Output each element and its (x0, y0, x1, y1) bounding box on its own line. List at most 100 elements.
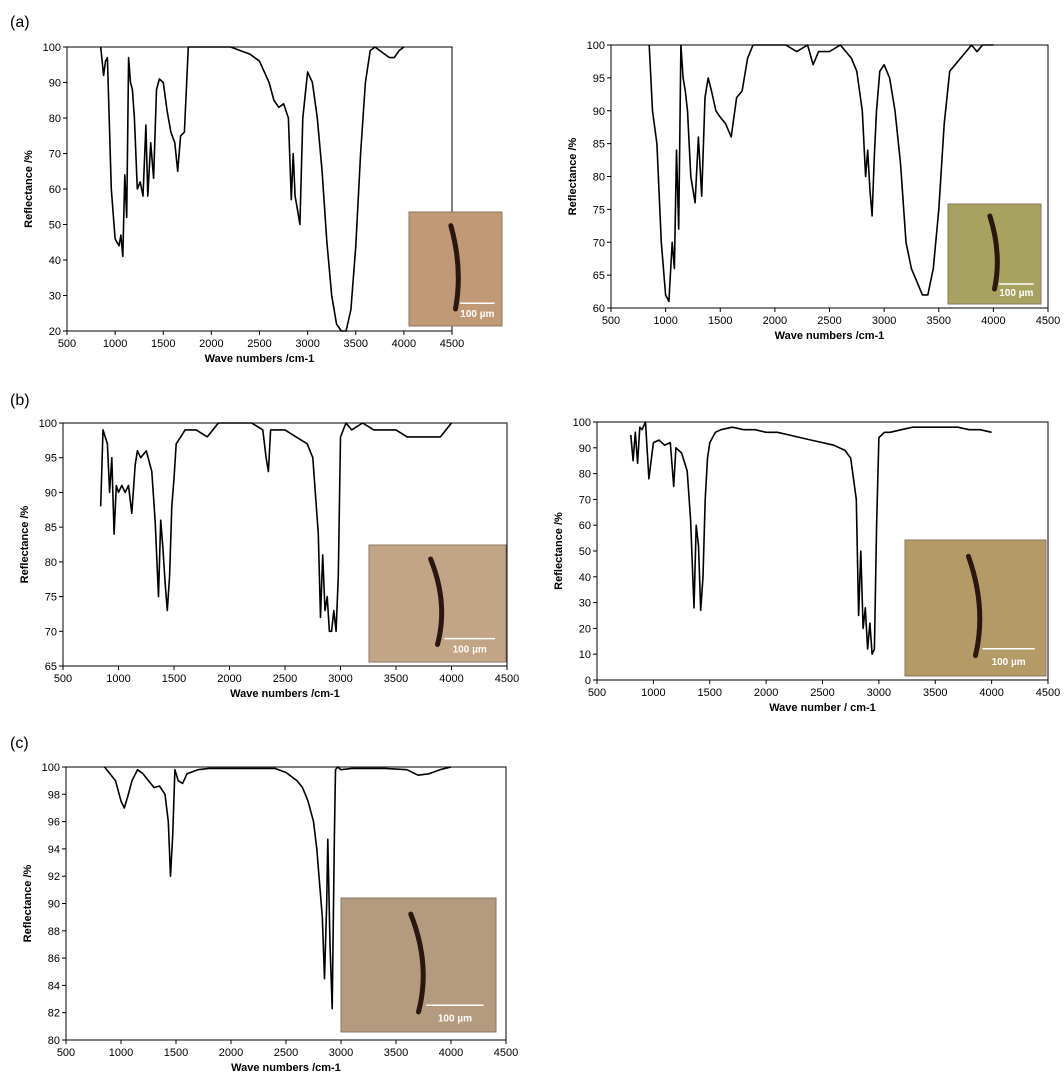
x-tick-label: 2500 (817, 315, 841, 327)
x-tick-label: 4000 (439, 1047, 463, 1059)
y-tick-label: 70 (593, 237, 605, 249)
x-tick-label: 2500 (273, 673, 297, 685)
y-tick-label: 100 (43, 42, 61, 54)
y-tick-label: 20 (579, 623, 591, 635)
x-tick-label: 500 (54, 673, 72, 685)
fiber-shape (987, 213, 1000, 292)
y-tick-label: 60 (579, 520, 591, 532)
x-tick-label: 1500 (698, 687, 722, 699)
y-tick-label: 50 (49, 220, 61, 232)
x-tick-label: 1500 (164, 1047, 188, 1059)
x-tick-label: 3500 (927, 315, 951, 327)
spectrum-line (99, 46, 405, 332)
y-tick-label: 100 (573, 417, 591, 429)
x-axis-title: Wave numbers /cm-1 (205, 353, 315, 365)
x-tick-label: 4500 (1036, 687, 1060, 699)
micrograph-inset: 100 µm (904, 539, 1047, 677)
x-tick-label: 1000 (106, 673, 130, 685)
y-tick-label: 100 (587, 40, 605, 52)
micrograph-inset: 100 µm (947, 203, 1042, 305)
spectrum-line (103, 766, 452, 1010)
chart-3: 500 1000 1500 2000 2500 3000 3500 4000 4500 65 70 7… (19, 418, 519, 700)
x-tick-label: 500 (57, 1047, 75, 1059)
scale-bar-label: 100 µm (999, 288, 1033, 299)
y-tick-label: 70 (579, 494, 591, 506)
y-tick-label: 70 (49, 149, 61, 161)
y-tick-label: 30 (49, 291, 61, 303)
panel-label-c: (c) (10, 735, 29, 752)
y-tick-label: 0 (585, 675, 591, 687)
x-tick-label: 1000 (641, 687, 665, 699)
y-tick-label: 20 (49, 326, 61, 338)
x-tick-label: 3000 (295, 338, 319, 350)
x-tick-label: 2000 (763, 315, 787, 327)
x-tick-label: 4500 (1036, 315, 1060, 327)
x-tick-label: 1000 (109, 1047, 133, 1059)
y-tick-label: 95 (45, 453, 57, 465)
x-axis-title: Wave number / cm-1 (769, 702, 876, 714)
x-tick-label: 4500 (440, 338, 464, 350)
y-tick-label: 80 (45, 557, 57, 569)
y-axis-title: Reflectance /% (19, 505, 31, 583)
x-tick-label: 1500 (151, 338, 175, 350)
y-tick-label: 90 (593, 106, 605, 118)
x-tick-label: 3000 (328, 673, 352, 685)
x-tick-label: 3500 (384, 1047, 408, 1059)
y-tick-label: 90 (45, 487, 57, 499)
y-tick-label: 90 (579, 443, 591, 455)
micrograph-inset: 100 µm (408, 211, 503, 327)
plot-area (66, 46, 453, 332)
x-tick-label: 2000 (199, 338, 223, 350)
x-tick-label: 1500 (708, 315, 732, 327)
y-tick-label: 60 (49, 184, 61, 196)
x-tick-label: 2000 (217, 673, 241, 685)
spectrum-line (630, 421, 992, 656)
x-tick-label: 1500 (162, 673, 186, 685)
chart-4: 500 1000 1500 2000 2500 3000 3500 4000 4500 0 10 20… (553, 417, 1060, 714)
spectrum-line (648, 44, 994, 303)
y-tick-label: 82 (48, 1008, 60, 1020)
spectrum-line (99, 422, 453, 633)
x-tick-label: 3000 (329, 1047, 353, 1059)
x-tick-label: 1000 (103, 338, 127, 350)
y-tick-label: 92 (48, 871, 60, 883)
scale-bar-label: 100 µm (453, 645, 487, 656)
y-axis-title: Reflectance /% (22, 864, 34, 942)
y-tick-label: 85 (45, 522, 57, 534)
chart-2: 500 1000 1500 2000 2500 3000 3500 4000 4500 60 65 7… (567, 40, 1060, 342)
y-tick-label: 88 (48, 926, 60, 938)
x-tick-label: 500 (588, 687, 606, 699)
y-tick-label: 96 (48, 817, 60, 829)
y-tick-label: 40 (579, 572, 591, 584)
y-tick-label: 90 (48, 899, 60, 911)
y-tick-label: 85 (593, 139, 605, 151)
x-tick-label: 2500 (810, 687, 834, 699)
x-tick-label: 4000 (392, 338, 416, 350)
y-tick-label: 98 (48, 789, 60, 801)
fiber-shape (965, 553, 983, 659)
chart-1: 500 1000 1500 2000 2500 3000 3500 4000 4500 20 30 4… (23, 42, 503, 365)
y-tick-label: 70 (45, 626, 57, 638)
chart-5: 500 1000 1500 2000 2500 3000 3500 4000 4500 80 82 8… (22, 762, 518, 1074)
y-tick-label: 80 (48, 1035, 60, 1047)
y-tick-label: 50 (579, 546, 591, 558)
y-tick-label: 60 (593, 303, 605, 315)
y-tick-label: 65 (593, 270, 605, 282)
y-tick-label: 75 (45, 592, 57, 604)
y-tick-label: 75 (593, 204, 605, 216)
panel-label-a: (a) (10, 14, 30, 31)
y-tick-label: 10 (579, 649, 591, 661)
y-tick-label: 100 (42, 762, 60, 774)
fiber-shape (428, 556, 445, 647)
y-axis-title: Reflectance /% (23, 150, 35, 228)
y-tick-label: 80 (49, 113, 61, 125)
x-tick-label: 4500 (494, 1047, 518, 1059)
charts: 500 1000 1500 2000 2500 3000 3500 4000 450020304… (19, 40, 1060, 1074)
x-axis-title: Wave numbers /cm-1 (231, 1062, 341, 1074)
y-tick-label: 94 (48, 844, 60, 856)
y-axis-title: Reflectance /% (567, 137, 579, 215)
x-tick-label: 1000 (653, 315, 677, 327)
x-tick-label: 2000 (219, 1047, 243, 1059)
y-tick-label: 84 (48, 980, 60, 992)
